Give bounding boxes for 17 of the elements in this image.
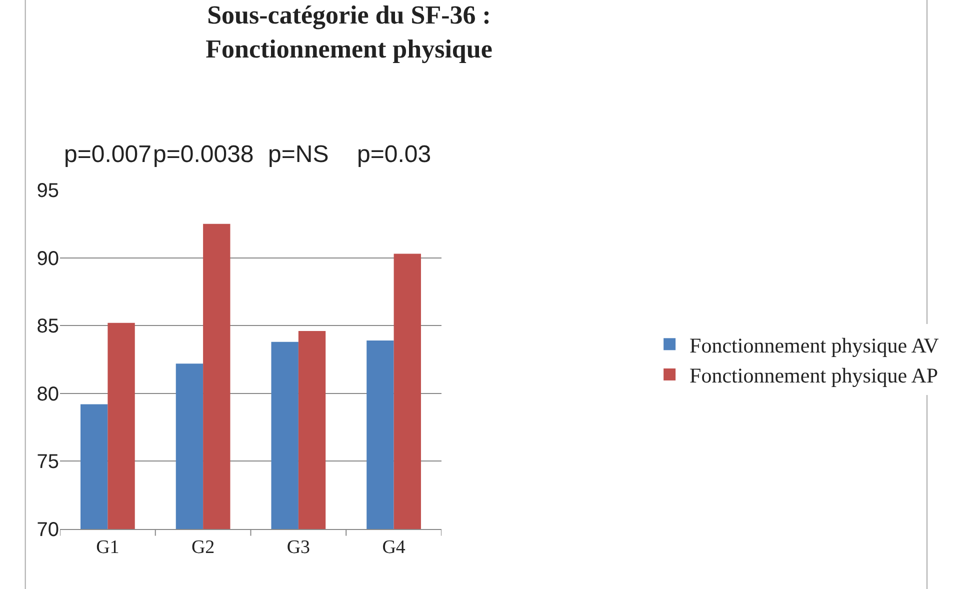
y-tick-label: 75	[36, 451, 59, 474]
x-tick-label: G1	[96, 536, 120, 558]
legend-label: Fonctionnement physique AP	[690, 364, 938, 388]
y-tick-label: 85	[36, 316, 59, 338]
y-tick-label: 95	[36, 180, 59, 202]
y-tick-label: 70	[36, 519, 59, 541]
x-tick-label: G3	[286, 536, 310, 558]
legend-label: Fonctionnement physique AV	[690, 333, 939, 358]
y-tick-label: 90	[36, 248, 59, 270]
y-tick-label: 80	[36, 383, 59, 406]
text: p=0.0038	[153, 141, 254, 168]
text: p=0.03	[357, 141, 432, 168]
x-tick-label: G4	[382, 536, 406, 558]
text: p=NS	[268, 141, 329, 168]
text: p=0.007	[64, 141, 152, 168]
chart-title: Sous-catégorie du SF-36 : Fonctionnement physique	[206, 0, 492, 64]
x-tick-label: G2	[191, 536, 215, 558]
